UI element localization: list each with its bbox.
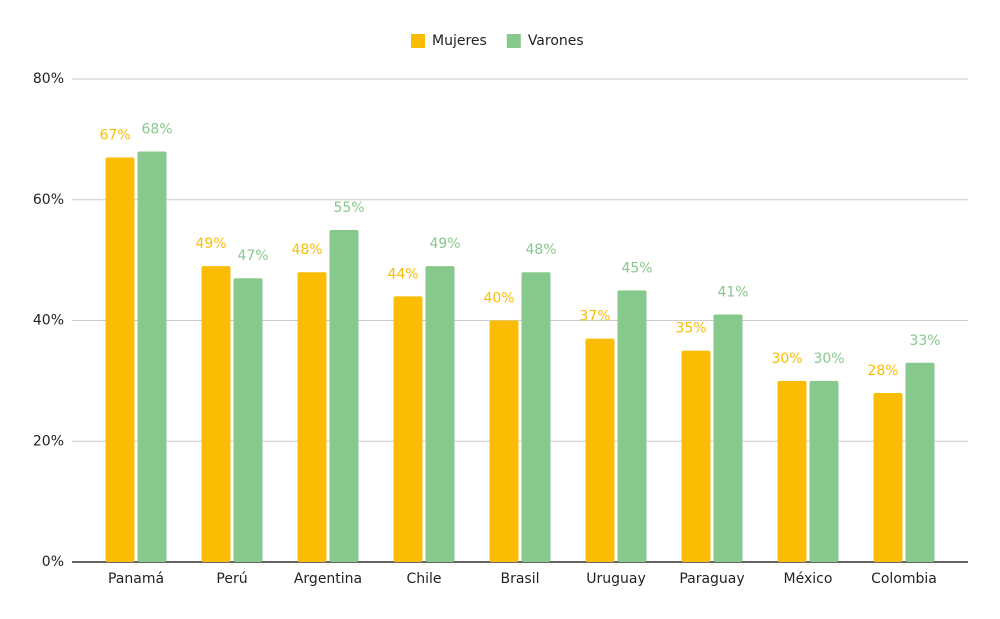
y-tick-label: 0% [42,554,64,570]
y-tick-label: 80% [33,71,64,87]
bar [329,229,359,562]
bar [393,296,423,562]
value-label: 44% [387,266,418,282]
value-label: 49% [429,236,460,252]
value-label: 55% [333,200,364,216]
value-label: 48% [291,242,322,258]
bar [489,320,519,562]
y-tick-label: 40% [33,313,64,329]
y-tick-label: 20% [33,433,64,449]
bar [873,392,903,562]
bar [809,380,839,562]
bar [585,338,615,562]
legend-label: Varones [528,33,584,49]
bar [905,362,935,562]
value-label: 37% [579,309,610,325]
value-label: 35% [675,321,706,337]
x-tick-label: Uruguay [586,571,646,587]
bar [425,266,455,562]
legend-label: Mujeres [432,33,487,49]
value-label: 67% [99,127,130,143]
bar [201,266,231,562]
value-label: 28% [867,363,898,379]
bar [137,151,167,562]
value-label: 30% [771,351,802,367]
bar [105,157,135,563]
value-label: 30% [813,351,844,367]
x-tick-label: México [784,571,833,587]
value-label: 33% [909,333,940,349]
value-label: 49% [195,236,226,252]
x-tick-label: Brasil [500,571,539,587]
x-tick-label: Panamá [108,571,164,587]
legend-swatch [506,34,521,48]
x-tick-label: Paraguay [679,571,744,587]
bar [617,290,647,562]
value-label: 45% [621,260,652,276]
x-tick-label: Colombia [871,571,937,587]
bar [233,278,263,562]
y-tick-label: 60% [33,192,64,208]
x-tick-label: Chile [406,571,441,587]
value-label: 47% [237,248,268,264]
value-label: 41% [717,284,748,300]
bar [713,314,743,562]
value-label: 48% [525,242,556,258]
x-tick-label: Argentina [294,571,362,587]
bar [681,350,711,562]
value-label: 40% [483,291,514,307]
legend-swatch [411,34,425,48]
bar [297,272,327,562]
value-label: 68% [141,121,172,137]
bar [777,380,807,562]
bar [521,272,551,562]
x-tick-label: Perú [216,571,247,587]
